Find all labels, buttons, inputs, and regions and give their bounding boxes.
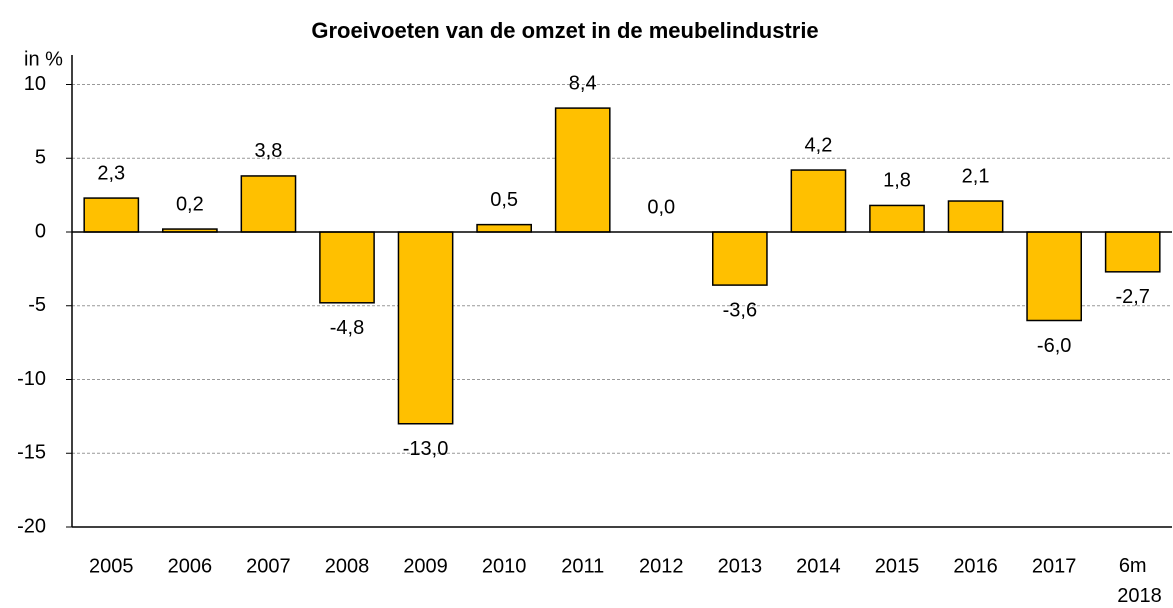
y-tick-label: 10 bbox=[24, 73, 46, 95]
chart-title: Groeivoeten van de omzet in de meubelind… bbox=[311, 18, 818, 43]
bar bbox=[476, 223, 532, 233]
x-tick-label: 2005 bbox=[89, 555, 134, 577]
y-tick-label: -15 bbox=[17, 442, 46, 464]
data-label: -6,0 bbox=[1037, 335, 1071, 357]
bar bbox=[947, 200, 1004, 233]
data-label: -4,8 bbox=[330, 317, 364, 339]
bar bbox=[319, 231, 375, 304]
bar bbox=[712, 231, 768, 286]
data-label: -2,7 bbox=[1115, 286, 1149, 308]
x-tick-label: 6m 2018 bbox=[1112, 555, 1162, 607]
bar bbox=[83, 197, 140, 233]
bar bbox=[869, 204, 925, 233]
x-tick-label: 2012 bbox=[639, 555, 684, 577]
bar bbox=[1104, 231, 1161, 273]
data-label: 0,0 bbox=[647, 196, 675, 218]
x-tick-label: 2010 bbox=[482, 555, 527, 577]
data-label: 0,2 bbox=[176, 193, 204, 215]
x-tick-label: 2007 bbox=[246, 555, 291, 577]
x-tick-label: 2013 bbox=[718, 555, 763, 577]
x-tick-label: 2008 bbox=[325, 555, 370, 577]
data-label: 2,3 bbox=[97, 162, 125, 184]
bar bbox=[790, 169, 847, 233]
y-tick-label: 0 bbox=[35, 220, 46, 242]
data-label: 3,8 bbox=[255, 140, 283, 162]
x-tick-label: 2006 bbox=[168, 555, 213, 577]
y-tick-label: -5 bbox=[28, 294, 46, 316]
bar bbox=[397, 231, 454, 425]
y-axis-label: in % bbox=[24, 48, 63, 70]
x-tick-label: 2015 bbox=[875, 555, 920, 577]
x-tick-label: 2016 bbox=[953, 555, 998, 577]
data-label: 8,4 bbox=[569, 72, 597, 94]
data-label: 0,5 bbox=[490, 189, 518, 211]
data-label: -3,6 bbox=[723, 299, 757, 321]
x-tick-label: 2014 bbox=[796, 555, 841, 577]
bar bbox=[1026, 231, 1083, 322]
x-tick-label: 2009 bbox=[403, 555, 448, 577]
data-label: 2,1 bbox=[962, 165, 990, 187]
data-label: 1,8 bbox=[883, 170, 911, 192]
y-tick-label: 5 bbox=[35, 147, 46, 169]
bar bbox=[554, 107, 611, 233]
bar bbox=[240, 175, 297, 233]
y-tick-label: -10 bbox=[17, 368, 46, 390]
data-label: 4,2 bbox=[805, 134, 833, 156]
y-tick-label: -20 bbox=[17, 515, 46, 537]
x-tick-label: 2017 bbox=[1032, 555, 1077, 577]
x-tick-label: 2011 bbox=[561, 555, 604, 577]
data-label: -13,0 bbox=[403, 438, 449, 460]
